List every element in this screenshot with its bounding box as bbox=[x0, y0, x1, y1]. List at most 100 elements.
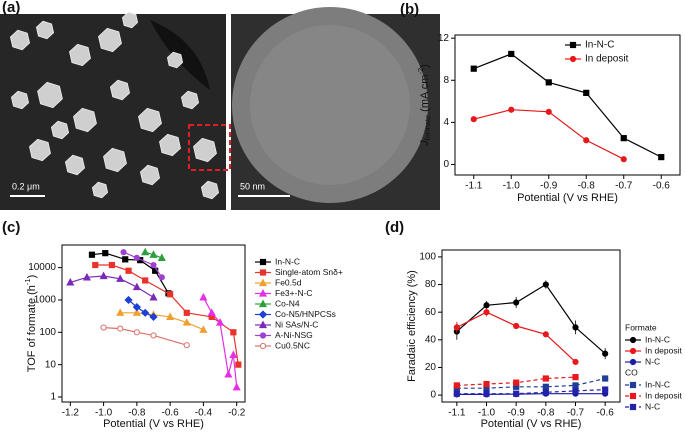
series-line bbox=[456, 389, 606, 395]
x-tick-label: -0.8 bbox=[128, 408, 146, 419]
nanoparticle bbox=[139, 164, 161, 186]
series-line bbox=[456, 283, 606, 355]
legend-marker bbox=[258, 278, 268, 287]
marker bbox=[141, 247, 150, 256]
series-line bbox=[123, 251, 163, 278]
nanoparticle bbox=[98, 27, 122, 53]
legend-marker bbox=[258, 320, 268, 329]
marker bbox=[183, 309, 190, 316]
marker bbox=[513, 299, 520, 306]
x-tick-label: -0.6 bbox=[597, 408, 615, 419]
nanoparticle bbox=[69, 43, 91, 67]
marker bbox=[542, 383, 549, 390]
legend-label: In deposit bbox=[645, 390, 682, 400]
legend-marker bbox=[629, 347, 637, 355]
marker bbox=[453, 382, 460, 389]
marker bbox=[216, 318, 225, 326]
legend-marker bbox=[258, 289, 268, 297]
marker bbox=[157, 253, 166, 261]
marker bbox=[542, 331, 549, 338]
y-axis-label-part: ) bbox=[419, 64, 431, 68]
y-axis-label-part: Faradaic efficiency (%) bbox=[406, 270, 418, 382]
marker bbox=[88, 251, 96, 258]
marker bbox=[199, 292, 208, 301]
marker bbox=[124, 295, 133, 305]
marker bbox=[167, 291, 174, 298]
marker bbox=[620, 156, 627, 163]
marker bbox=[470, 116, 477, 123]
y-tick-label: 8 bbox=[443, 75, 449, 86]
nanoparticle bbox=[91, 181, 109, 199]
x-tick-label: -0.9 bbox=[540, 181, 558, 192]
nanoparticle bbox=[166, 51, 184, 69]
marker bbox=[602, 375, 609, 382]
nanoparticle bbox=[159, 133, 181, 157]
y-axis-label-part: ) bbox=[26, 275, 38, 279]
marker bbox=[545, 79, 552, 86]
marker bbox=[149, 292, 158, 301]
legend-label: Ni SAs/N-C bbox=[275, 319, 318, 329]
marker bbox=[66, 277, 75, 286]
nanoparticle bbox=[193, 137, 217, 163]
marker bbox=[513, 322, 520, 330]
nanoparticle bbox=[73, 107, 97, 133]
marker bbox=[542, 281, 549, 288]
marker bbox=[229, 350, 238, 359]
marker bbox=[483, 309, 490, 316]
marker bbox=[149, 250, 158, 258]
y-tick-label: 100 bbox=[39, 327, 56, 338]
series-line bbox=[103, 327, 187, 346]
nanoparticle bbox=[109, 79, 131, 101]
nanoparticle bbox=[138, 107, 162, 133]
x-tick-label: -1.0 bbox=[95, 408, 113, 419]
marker bbox=[150, 261, 157, 269]
marker bbox=[572, 374, 579, 381]
marker bbox=[132, 308, 141, 316]
x-tick-label: -0.8 bbox=[578, 181, 596, 192]
marker bbox=[508, 106, 515, 113]
y-axis-label-part: -2 bbox=[416, 68, 425, 75]
panel-label: (b) bbox=[400, 1, 419, 18]
marker bbox=[545, 108, 552, 115]
y-tick-label: 100 bbox=[419, 252, 436, 263]
micrographs: 0.2 μm 50 nm bbox=[0, 7, 440, 210]
marker bbox=[122, 256, 129, 263]
y-tick-label: 20 bbox=[425, 362, 437, 373]
nanoparticle bbox=[10, 90, 30, 110]
marker bbox=[658, 154, 665, 161]
marker bbox=[158, 274, 165, 281]
legend-label: In-N-C bbox=[645, 334, 670, 344]
series-line bbox=[473, 53, 662, 158]
marker bbox=[513, 379, 520, 386]
y-tick-label: 1000 bbox=[34, 295, 57, 306]
legend-marker bbox=[259, 258, 267, 266]
legend-marker bbox=[629, 403, 637, 411]
legend-heading: Formate bbox=[625, 322, 657, 332]
series-line bbox=[128, 299, 154, 318]
legend-label: Fe3+-N-C bbox=[275, 288, 313, 298]
scale-label: 0.2 μm bbox=[12, 181, 40, 191]
marker bbox=[513, 390, 520, 397]
legend-marker bbox=[569, 55, 577, 63]
marker bbox=[100, 324, 107, 331]
marker bbox=[99, 271, 108, 280]
legend-label: Co-N4 bbox=[275, 298, 300, 308]
panel-label: (a) bbox=[2, 0, 20, 16]
x-tick-label: -1.1 bbox=[448, 408, 466, 419]
legend-marker bbox=[629, 336, 637, 344]
y-axis-label-part: (mA cm bbox=[419, 75, 431, 115]
nanoparticle bbox=[29, 138, 51, 162]
plot-frame bbox=[441, 249, 621, 403]
marker bbox=[572, 358, 579, 366]
y-tick-label: 40 bbox=[425, 334, 437, 345]
x-axis-label: Potential (V vs RHE) bbox=[481, 418, 582, 430]
nanoparticle bbox=[180, 90, 200, 110]
nanoparticle bbox=[200, 180, 220, 200]
legend-marker bbox=[259, 342, 267, 350]
marker bbox=[141, 308, 150, 317]
legend-label: In deposit bbox=[645, 345, 682, 355]
nanoparticle bbox=[9, 29, 31, 51]
legend-label: Cu0.5NC bbox=[275, 340, 310, 350]
y-tick-label: 0 bbox=[430, 390, 436, 401]
series-line bbox=[202, 297, 238, 388]
